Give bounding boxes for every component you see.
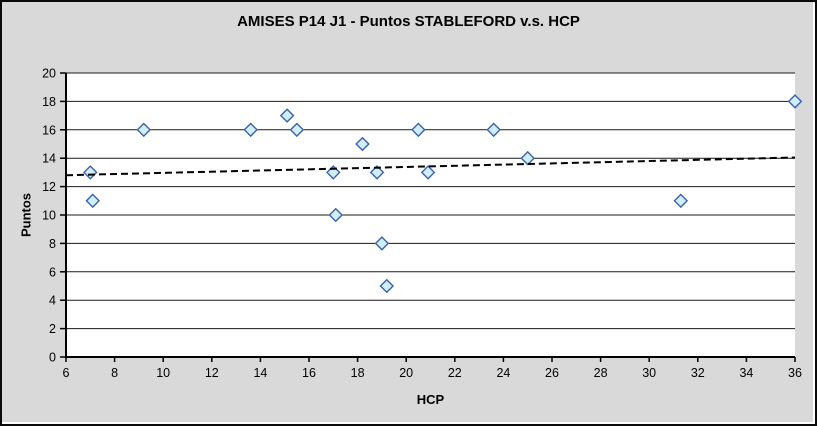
y-tick-label: 8 <box>49 237 56 251</box>
x-tick-label: 36 <box>788 366 802 380</box>
y-tick-label: 2 <box>49 322 56 336</box>
data-point <box>83 165 98 180</box>
trendline <box>65 156 796 177</box>
x-tick-label: 32 <box>691 366 705 380</box>
x-tick-label: 16 <box>302 366 316 380</box>
data-point <box>787 94 803 109</box>
data-point <box>411 122 426 138</box>
data-point <box>289 122 305 138</box>
x-tick-label: 26 <box>545 366 559 380</box>
data-point <box>136 122 152 138</box>
data-point <box>374 236 390 251</box>
x-tick-label: 8 <box>111 366 118 380</box>
y-tick-label: 14 <box>42 152 56 166</box>
data-point <box>243 122 258 138</box>
y-tick-label: 0 <box>49 351 56 365</box>
x-tick-label: 6 <box>63 366 70 380</box>
data-point <box>328 207 344 223</box>
data-point <box>379 278 395 294</box>
x-tick-label: 28 <box>594 366 608 380</box>
data-point <box>520 150 535 166</box>
data-point <box>85 193 101 209</box>
y-tick-label: 4 <box>49 294 56 308</box>
x-tick-label: 30 <box>642 366 656 380</box>
x-tick-label: 20 <box>399 366 413 380</box>
x-axis-title: HCP <box>416 392 445 407</box>
x-tick-label: 22 <box>448 366 462 380</box>
x-tick-label: 34 <box>739 366 753 380</box>
y-tick-label: 12 <box>42 180 56 194</box>
x-tick-label: 14 <box>253 366 267 380</box>
y-tick-label: 20 <box>42 67 56 81</box>
data-point <box>355 136 370 152</box>
data-point <box>420 165 436 180</box>
data-point <box>673 193 689 209</box>
data-point <box>369 165 385 180</box>
data-point <box>486 122 501 138</box>
data-point <box>279 108 295 123</box>
x-tick-label: 24 <box>496 366 510 380</box>
y-tick-label: 16 <box>42 123 56 137</box>
y-tick-label: 10 <box>42 209 56 223</box>
chart-title: AMISES P14 J1 - Puntos STABLEFORD v.s. H… <box>237 13 580 30</box>
x-tick-label: 12 <box>205 366 219 380</box>
x-tick-label: 10 <box>156 366 170 380</box>
y-tick-label: 18 <box>42 95 56 109</box>
y-tick-label: 6 <box>49 265 56 279</box>
x-tick-label: 18 <box>351 366 365 380</box>
